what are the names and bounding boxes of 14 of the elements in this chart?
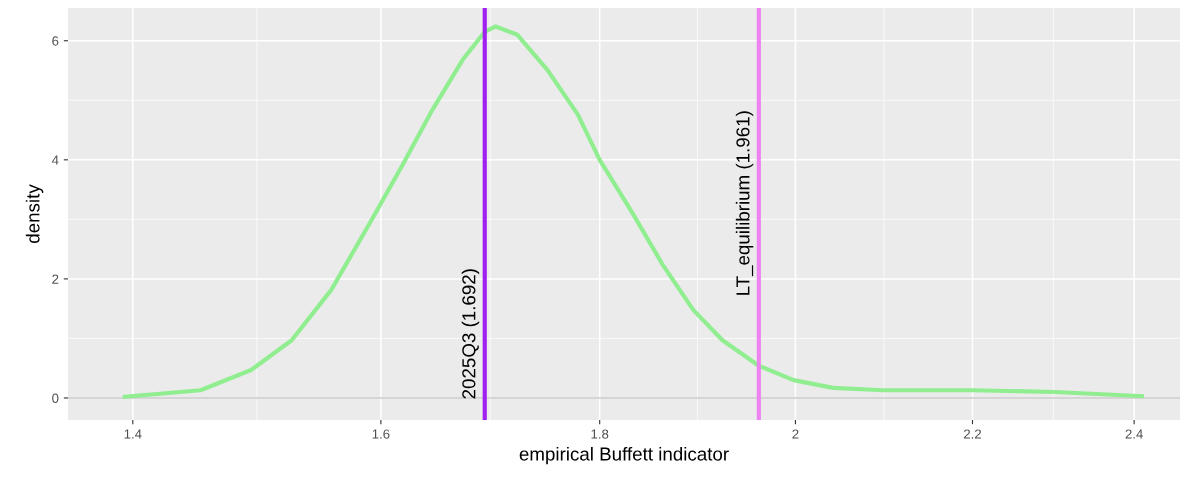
x-tick-label: 2.4 [1125,429,1143,439]
x-tick-label: 2.2 [963,429,981,439]
ref-line-label: 2025Q3 (1.692) [461,269,480,399]
y-tick-label: 2 [52,274,59,284]
y-tick-label: 4 [51,155,59,165]
y-axis-title: density [25,184,44,243]
y-tick-label: 6 [52,36,59,46]
x-tick-label: 2 [792,429,799,439]
y-tick-label: 0 [52,393,59,403]
x-tick-label: 1.4 [124,429,142,439]
x-tick-label: 1.6 [372,429,390,439]
x-tick-label: 1.8 [591,429,609,439]
x-axis-title: empirical Buffett indicator [519,446,729,465]
ref-line-label: LT_equilibrium (1.961) [735,111,754,295]
